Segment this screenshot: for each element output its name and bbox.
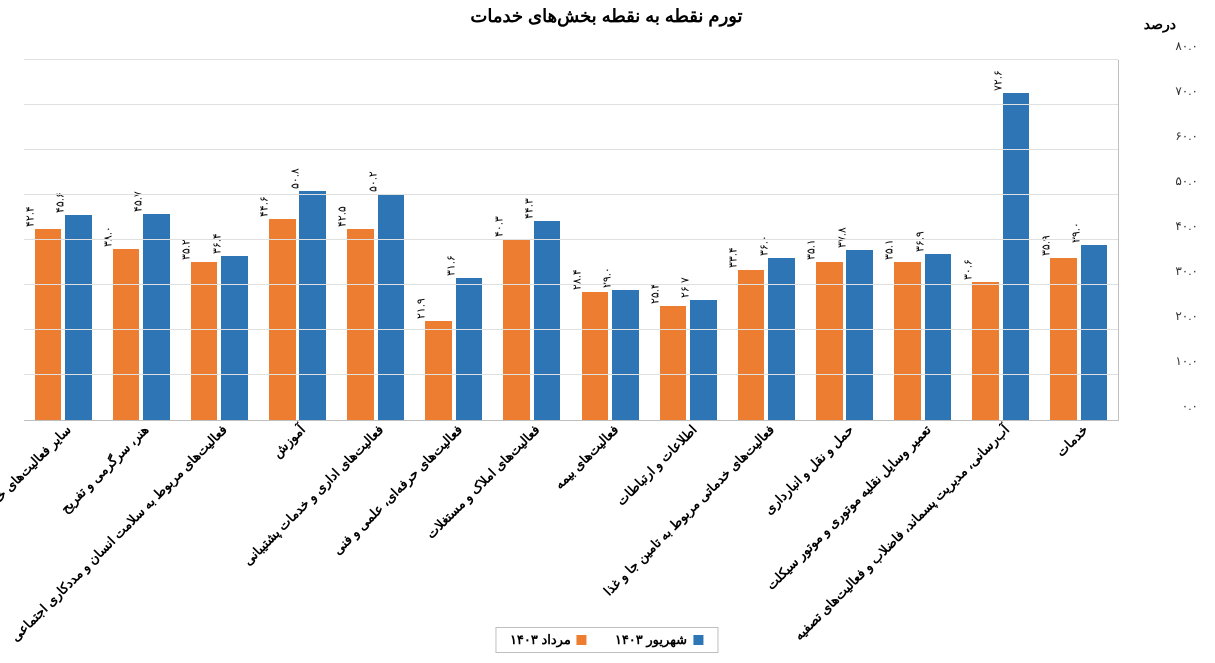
bar-s1: ۳۶.۴ <box>222 256 249 420</box>
bar-s1: ۴۴.۳ <box>535 221 562 420</box>
legend-label-s1: شهریور ۱۴۰۳ <box>616 632 688 648</box>
ytick-label: ۲۰.۰ <box>1129 309 1199 323</box>
x-axis-ticks: خدماتآب‌رسانی، مدیریت پسماند، فاضلاب و ف… <box>25 422 1120 632</box>
bar-s2: ۲۵.۴ <box>661 306 688 420</box>
bar-s2: ۴۲.۵ <box>348 229 375 420</box>
legend-label-s2: مرداد ۱۴۰۳ <box>511 632 572 648</box>
gridline <box>25 284 1119 285</box>
bar-s2: ۳۳.۴ <box>739 270 766 420</box>
bar-s1: ۳۱.۶ <box>457 278 484 420</box>
bar-s2: ۳۰.۶ <box>973 282 1000 420</box>
xtick-label: فعالیت‌های بیمه <box>552 422 623 493</box>
bar-s1: ۵۰.۸ <box>300 191 327 420</box>
gridline <box>25 59 1119 60</box>
bar-value-label: ۳۹.۰ <box>1071 222 1084 245</box>
bar-value-label: ۴۰.۳ <box>493 216 506 239</box>
bar-s1: ۷۲.۶ <box>1004 93 1031 420</box>
xtick-label: فعالیت‌های خدماتی مربوط به تامین جا و غذ… <box>602 422 779 599</box>
bar-value-label: ۴۴.۳ <box>524 198 537 221</box>
bar-s1: ۳۷.۸ <box>847 250 874 420</box>
legend-item-s2: مرداد ۱۴۰۳ <box>511 632 588 648</box>
ytick-label: ۳۰.۰ <box>1129 264 1199 278</box>
bar-value-label: ۳۶.۴ <box>211 233 224 256</box>
ytick-label: ۶۰.۰ <box>1129 129 1199 143</box>
bar-s2: ۳۵.۱ <box>817 262 844 420</box>
bar-s2: ۳۵.۲ <box>192 262 219 420</box>
bar-s1: ۲۹.۰ <box>613 290 640 421</box>
legend: شهریور ۱۴۰۳ مرداد ۱۴۰۳ <box>496 627 719 653</box>
gridline <box>25 104 1119 105</box>
bar-value-label: ۴۲.۴ <box>24 206 37 229</box>
xtick-label: فعالیت‌های اداری و خدمات پشتیبانی <box>241 422 388 569</box>
bar-value-label: ۳۶.۹ <box>915 231 928 254</box>
bar-s1: ۳۶.۰ <box>769 258 796 420</box>
bar-value-label: ۷۲.۶ <box>993 71 1006 94</box>
bar-value-label: ۳۱.۶ <box>446 255 459 278</box>
bar-s2: ۲۱.۹ <box>426 321 453 420</box>
bar-value-label: ۳۵.۲ <box>181 239 194 262</box>
bar-s1: ۵۰.۲ <box>379 194 406 420</box>
chart-title: تورم نقطه به نقطه بخش‌های خدمات <box>0 6 1215 27</box>
bar-value-label: ۳۵.۱ <box>884 239 897 262</box>
bar-value-label: ۵۰.۲ <box>368 171 381 194</box>
bar-s1: ۳۶.۹ <box>926 254 953 420</box>
gridline <box>25 149 1119 150</box>
ytick-label: ۵۰.۰ <box>1129 174 1199 188</box>
y-axis-label: درصد <box>1145 16 1177 33</box>
bar-value-label: ۳۵.۱ <box>806 239 819 262</box>
bar-s2: ۳۸.۰ <box>114 249 141 420</box>
bar-s2: ۳۵.۱ <box>895 262 922 420</box>
gridline <box>25 194 1119 195</box>
bar-value-label: ۳۰.۶ <box>962 260 975 283</box>
bar-value-label: ۲۶.۷ <box>680 277 693 300</box>
bar-value-label: ۳۸.۰ <box>103 226 116 249</box>
plot-area: ۳۹.۰۳۵.۹۷۲.۶۳۰.۶۳۶.۹۳۵.۱۳۷.۸۳۵.۱۳۶.۰۳۳.۴… <box>25 60 1120 421</box>
xtick-label: خدمات <box>1054 422 1092 460</box>
bar-s1: ۴۵.۶ <box>66 215 93 420</box>
xtick-label: آموزش <box>271 422 310 461</box>
xtick-label: تعمیر وسایل نقلیه موتوری و موتور سیکلت <box>764 422 935 593</box>
legend-swatch-s1 <box>694 635 704 645</box>
bar-value-label: ۴۴.۶ <box>259 197 272 220</box>
ytick-label: ۸۰.۰ <box>1129 39 1199 53</box>
bar-value-label: ۲۹.۰ <box>602 267 615 290</box>
bar-value-label: ۲۱.۹ <box>415 299 428 322</box>
legend-item-s1: شهریور ۱۴۰۳ <box>616 632 704 648</box>
bar-s1: ۳۹.۰ <box>1082 245 1109 421</box>
ytick-label: ۱۰.۰ <box>1129 354 1199 368</box>
bar-s1: ۲۶.۷ <box>691 300 718 420</box>
bar-value-label: ۵۰.۸ <box>289 169 302 192</box>
xtick-label: اطلاعات و ارتباطات <box>614 422 701 509</box>
bar-value-label: ۳۳.۴ <box>728 247 741 270</box>
gridline <box>25 239 1119 240</box>
ytick-label: ۴۰.۰ <box>1129 219 1199 233</box>
bar-s2: ۳۵.۹ <box>1051 258 1078 420</box>
bar-s2: ۴۲.۴ <box>36 229 63 420</box>
bar-s1: ۴۵.۷ <box>144 214 171 420</box>
ytick-label: ۷۰.۰ <box>1129 84 1199 98</box>
legend-swatch-s2 <box>578 635 588 645</box>
xtick-label: فعالیت‌های حرفه‌ای، علمی و فنی <box>330 422 466 558</box>
bar-value-label: ۲۵.۴ <box>650 283 663 306</box>
gridline <box>25 329 1119 330</box>
ytick-label: ۰.۰ <box>1129 399 1199 413</box>
bar-value-label: ۴۵.۶ <box>55 192 68 215</box>
gridline <box>25 374 1119 375</box>
chart-container: تورم نقطه به نقطه بخش‌های خدمات درصد ۳۹.… <box>0 0 1215 663</box>
bar-value-label: ۲۸.۴ <box>571 269 584 292</box>
bar-s2: ۴۴.۶ <box>270 219 297 420</box>
bar-value-label: ۴۲.۵ <box>337 206 350 229</box>
bar-groups: ۳۹.۰۳۵.۹۷۲.۶۳۰.۶۳۶.۹۳۵.۱۳۷.۸۳۵.۱۳۶.۰۳۳.۴… <box>25 60 1119 420</box>
bar-s2: ۲۸.۴ <box>583 292 610 420</box>
